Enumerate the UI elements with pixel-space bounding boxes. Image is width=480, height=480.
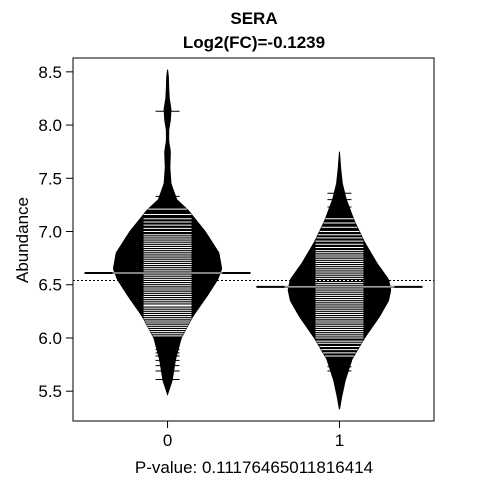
y-axis-label: Abundance — [13, 197, 32, 283]
y-tick-label: 8.5 — [38, 63, 62, 82]
y-tick-label: 7.0 — [38, 223, 62, 242]
y-tick-label: 7.5 — [38, 169, 62, 188]
y-tick-label: 6.5 — [38, 276, 62, 295]
bean-group-0 — [84, 69, 251, 396]
beans-layer — [84, 69, 423, 410]
x-tick-label: 0 — [163, 431, 172, 450]
x-axis-label: P-value: 0.11176465011816414 — [135, 458, 373, 477]
bean-density-0 — [113, 69, 223, 396]
bean-group-1 — [256, 151, 423, 410]
y-tick-label: 6.0 — [38, 329, 62, 348]
y-axis: 5.5 6.0 6.5 7.0 7.5 8.0 8.5 — [38, 63, 73, 401]
chart-title: SERA — [230, 9, 277, 28]
x-tick-label: 1 — [335, 431, 344, 450]
plot-frame — [72, 57, 435, 422]
y-tick-label: 8.0 — [38, 116, 62, 135]
chart-subtitle: Log2(FC)=-0.1239 — [183, 33, 325, 52]
y-tick-label: 5.5 — [38, 382, 62, 401]
